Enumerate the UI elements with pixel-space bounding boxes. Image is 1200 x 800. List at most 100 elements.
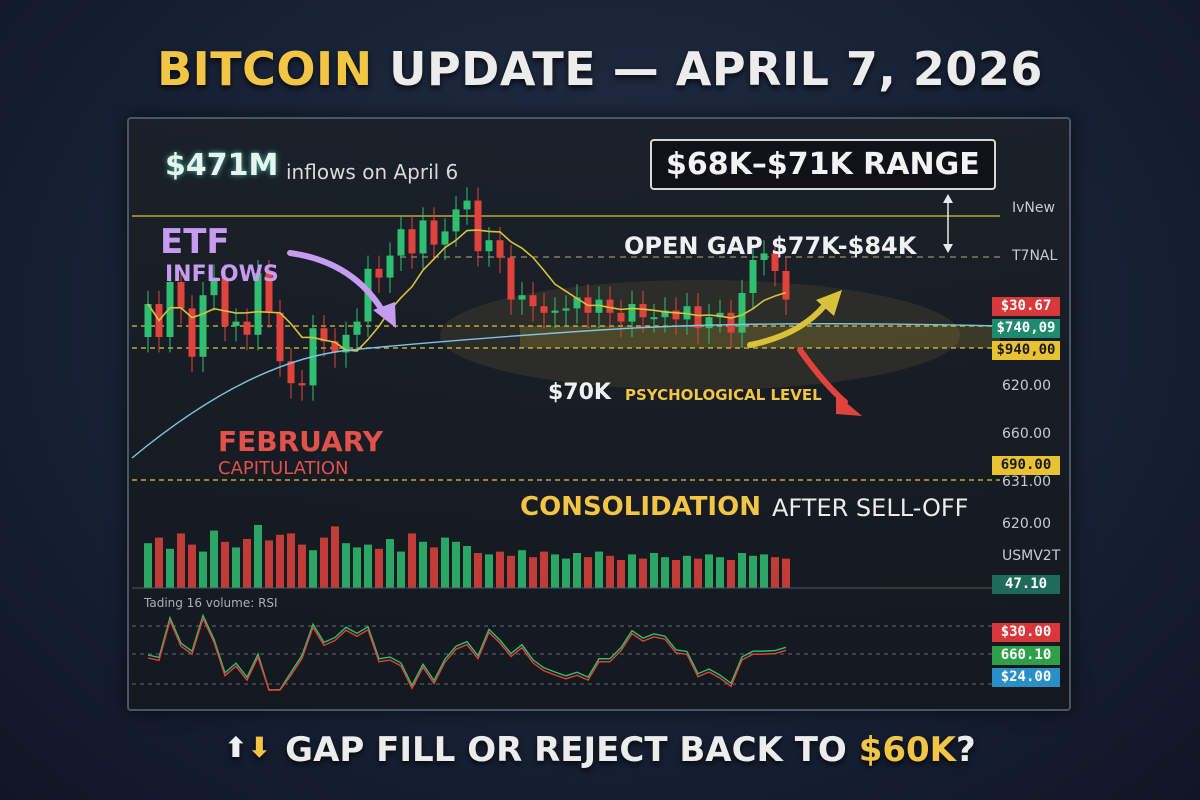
candle — [507, 257, 515, 300]
candle — [463, 200, 471, 210]
volume-bar — [496, 551, 504, 588]
volume-bar — [650, 553, 658, 588]
price-tag: $30.67 — [992, 297, 1060, 316]
candle — [397, 229, 405, 256]
candle — [639, 304, 647, 318]
up-arrow — [747, 302, 828, 348]
volume-bar — [276, 534, 284, 588]
candle — [606, 299, 614, 313]
volume-bar — [375, 548, 383, 588]
volume-bar — [551, 554, 559, 588]
candle — [320, 328, 328, 342]
candle — [221, 277, 229, 326]
volume-bar — [199, 551, 207, 588]
volume-bar — [705, 554, 713, 588]
volume-bar — [243, 539, 251, 588]
price-tag: $940,00 — [992, 341, 1060, 360]
volume-bar — [661, 557, 669, 588]
candle — [419, 220, 427, 254]
candle — [166, 282, 174, 337]
price-tag: 660.10 — [992, 646, 1060, 665]
candle — [694, 306, 702, 329]
volume-bar — [749, 555, 757, 588]
volume-bar — [540, 551, 548, 588]
candle — [749, 260, 757, 293]
volume-bar — [408, 533, 416, 588]
price-tag: $30.00 — [992, 623, 1060, 642]
volume-bar — [254, 525, 262, 588]
candle — [496, 240, 504, 258]
candle — [408, 229, 416, 254]
candle — [595, 299, 603, 313]
etf-sub-label: INFLOWS — [165, 262, 279, 287]
rsi-label: Tading 16 volume: RSI — [144, 596, 278, 610]
price-tag: 690.00 — [992, 456, 1060, 475]
volume-bar — [386, 539, 394, 588]
axis-tick: 620.00 — [1002, 378, 1051, 394]
candle — [243, 321, 251, 335]
volume-bar — [595, 551, 603, 588]
rsi-line — [147, 613, 787, 691]
candle — [265, 273, 273, 313]
down-arrow-head — [836, 394, 862, 416]
volume-bar — [518, 550, 526, 588]
volume-bar — [760, 554, 768, 588]
title-rest: UPDATE — APRIL 7, 2026 — [372, 42, 1043, 96]
open-gap-label: OPEN GAP $77K-$84K — [624, 232, 917, 260]
psych-level-value: $70K — [548, 380, 611, 405]
volume-bar — [562, 558, 570, 588]
volume-bar — [331, 526, 339, 588]
candle — [386, 255, 394, 278]
volume-bar — [221, 541, 229, 588]
volume-bar — [606, 555, 614, 588]
volume-bar — [639, 558, 647, 588]
axis-label-tnal: T7NAL — [1012, 248, 1058, 264]
candle — [738, 293, 746, 333]
volume-bar — [430, 547, 438, 588]
volume-bar — [507, 555, 515, 588]
ma-yellow-line — [147, 229, 787, 352]
candle — [474, 200, 482, 252]
volume-bar — [617, 560, 625, 588]
volume-bar — [727, 560, 735, 588]
candle — [573, 297, 581, 309]
candle — [144, 304, 152, 337]
candle — [177, 282, 185, 309]
candle — [562, 308, 570, 311]
page-title: BITCOIN UPDATE — APRIL 7, 2026 — [0, 42, 1200, 96]
footer-text: GAP FILL OR REJECT BACK TO — [285, 730, 859, 770]
candle — [430, 220, 438, 245]
volume-bar — [265, 540, 273, 588]
etf-arrow — [287, 250, 388, 318]
candle — [771, 253, 779, 271]
volume-bar — [353, 547, 361, 588]
candle — [298, 383, 306, 386]
footer-question: ⬆⬇ GAP FILL OR REJECT BACK TO $60K? — [0, 730, 1200, 770]
candle — [716, 312, 724, 318]
volume-bar — [166, 548, 174, 588]
volume-bar — [188, 544, 196, 588]
candle — [551, 310, 559, 313]
candle — [199, 295, 207, 357]
capitulation-label: CAPITULATION — [218, 458, 349, 479]
candle — [232, 321, 240, 326]
range-span-arrow-bottom — [943, 244, 953, 253]
price-tag: $24.00 — [992, 668, 1060, 687]
volume-bar — [716, 557, 724, 588]
volume-bar — [738, 553, 746, 588]
candle — [760, 253, 768, 260]
candle — [353, 321, 361, 335]
title-highlight: BITCOIN — [157, 42, 373, 96]
candle — [287, 361, 295, 384]
candle — [331, 341, 339, 353]
candle — [342, 334, 350, 353]
volume-bar — [463, 546, 471, 588]
price-tag: 47.10 — [992, 575, 1060, 594]
candle — [683, 306, 691, 320]
candle — [452, 209, 460, 232]
after-selloff-label: AFTER SELL-OFF — [772, 494, 969, 522]
volume-bar — [419, 541, 427, 588]
range-badge: $68K–$71K RANGE — [650, 139, 996, 190]
candle — [661, 310, 669, 318]
volume-bar — [287, 533, 295, 588]
